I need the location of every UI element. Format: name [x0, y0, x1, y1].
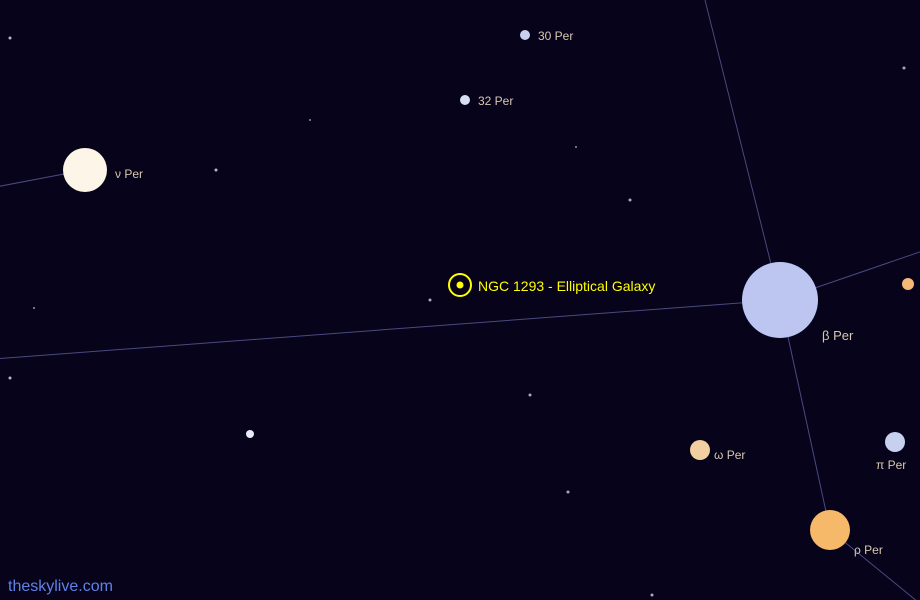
star-faint-8	[567, 491, 570, 494]
star-faint-9	[629, 199, 632, 202]
star-faint-4	[9, 377, 12, 380]
star-nu-per	[63, 148, 107, 192]
star-faint-5	[33, 307, 35, 309]
star-label-32-per: 32 Per	[478, 94, 513, 108]
target-label: NGC 1293 - Elliptical Galaxy	[478, 278, 655, 294]
star-faint-1	[246, 430, 254, 438]
watermark: theskylive.com	[8, 578, 113, 596]
star-faint-10	[575, 146, 577, 148]
star-orange-small	[902, 278, 914, 290]
star-faint-6	[429, 299, 432, 302]
sky-chart: ν Per β Per ρ Per π Per ω Per 30 Per 32 Per NG…	[0, 0, 920, 600]
star-beta-per	[742, 262, 818, 338]
star-faint-7	[529, 394, 532, 397]
star-32-per	[460, 95, 470, 105]
star-faint-12	[651, 594, 654, 597]
star-faint-2	[215, 169, 218, 172]
star-label-pi-per: π Per	[876, 458, 906, 472]
star-faint-3	[9, 37, 12, 40]
star-omega-per	[690, 440, 710, 460]
star-pi-per	[885, 432, 905, 452]
star-30-per	[520, 30, 530, 40]
star-label-beta-per: β Per	[822, 328, 853, 343]
star-label-rho-per: ρ Per	[854, 543, 883, 557]
star-label-30-per: 30 Per	[538, 29, 573, 43]
star-label-omega-per: ω Per	[714, 448, 745, 462]
star-faint-13	[903, 67, 906, 70]
star-rho-per	[810, 510, 850, 550]
star-faint-11	[309, 119, 311, 121]
star-label-nu-per: ν Per	[115, 167, 143, 181]
target-dot	[457, 282, 464, 289]
